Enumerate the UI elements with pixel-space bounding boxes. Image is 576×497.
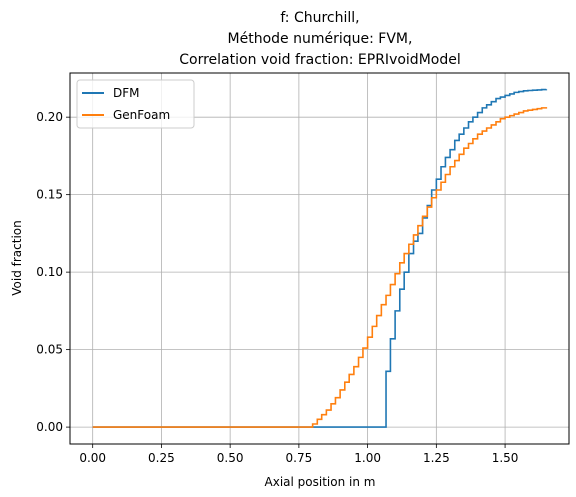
y-axis: 0.00 0.05 0.10 0.15 0.20 xyxy=(36,110,70,434)
x-tick-label: 0.50 xyxy=(217,451,244,465)
grid xyxy=(70,73,569,444)
series-line-genfoam xyxy=(92,107,548,428)
x-tick-label: 0.25 xyxy=(148,451,175,465)
x-axis-label: Axial position in m xyxy=(265,475,376,489)
x-tick-label: 1.25 xyxy=(423,451,450,465)
y-tick-label: 0.05 xyxy=(36,343,63,357)
chart-title-line-1: f: Churchill, xyxy=(280,10,359,26)
x-axis: 0.00 0.25 0.50 0.75 1.00 1.25 1.50 xyxy=(79,444,518,465)
y-tick-label: 0.15 xyxy=(36,188,63,202)
x-tick-label: 1.00 xyxy=(354,451,381,465)
y-axis-label: Void fraction xyxy=(10,220,24,295)
chart-title-line-3: Correlation void fraction: EPRIvoidModel xyxy=(179,52,460,68)
legend-box xyxy=(76,79,195,129)
series-line-dfm xyxy=(92,88,548,428)
chart-title: f: Churchill, Méthode numérique: FVM, Co… xyxy=(179,10,460,68)
legend: DFM GenFoam xyxy=(76,79,195,129)
x-tick-label: 0.00 xyxy=(79,451,106,465)
x-tick-label: 1.50 xyxy=(492,451,519,465)
x-tick-label: 0.75 xyxy=(286,451,313,465)
plot-frame xyxy=(69,72,570,445)
y-tick-label: 0.00 xyxy=(36,420,63,434)
y-tick-label: 0.10 xyxy=(36,265,63,279)
legend-label-genfoam: GenFoam xyxy=(113,108,170,122)
series-area xyxy=(92,88,548,428)
y-tick-label: 0.20 xyxy=(36,110,63,124)
chart-title-line-2: Méthode numérique: FVM, xyxy=(228,31,413,47)
legend-label-dfm: DFM xyxy=(113,86,140,100)
